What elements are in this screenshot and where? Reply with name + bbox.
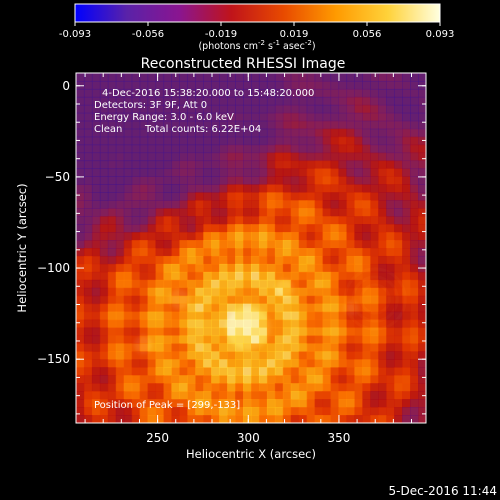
- info-counts: Total counts: 6.22E+04: [144, 124, 261, 135]
- info-time: 4-Dec-2016 15:38:20.000 to 15:48:20.000: [102, 88, 314, 99]
- colorbar-tick-label-4: 0.056: [353, 29, 382, 40]
- date-footer: 5-Dec-2016 11:44: [389, 484, 497, 498]
- colorbar-tick-label-2: -0.019: [205, 29, 237, 40]
- colorbar-unit-label: (photons cm-2 s-1 asec-2): [198, 39, 315, 52]
- colorbar-tick-label-5: 0.093: [426, 29, 455, 40]
- x-tick-label-0: 250: [146, 431, 169, 445]
- colorbar-tick-label-3: 0.019: [280, 29, 309, 40]
- x-tick-label-2: 350: [328, 431, 351, 445]
- x-tick-label-1: 300: [237, 431, 260, 445]
- chart-title: Reconstructed RHESSI Image: [141, 56, 346, 72]
- y-tick-label-0: 0: [62, 79, 70, 93]
- colorbar-ticks: [74, 22, 441, 26]
- info-method: Clean: [94, 124, 122, 135]
- y-tick-label-2: −100: [37, 261, 70, 275]
- y-tick-label-1: −50: [45, 170, 70, 184]
- x-axis: 250 300 350: [84, 73, 412, 445]
- colorbar-tick-label-0: -0.093: [59, 29, 91, 40]
- info-detectors: Detectors: 3F 9F, Att 0: [94, 100, 207, 111]
- x-axis-label: Heliocentric X (arcsec): [186, 447, 316, 461]
- y-tick-label-3: −150: [37, 352, 70, 366]
- info-peak: Position of Peak = [299,-133]: [94, 400, 240, 411]
- plot-frame: [75, 72, 427, 424]
- y-axis: 0 −50 −100 −150: [37, 79, 426, 415]
- colorbar-tick-label-1: -0.056: [132, 29, 164, 40]
- info-energy: Energy Range: 3.0 - 6.0 keV: [94, 112, 234, 123]
- heatmap-image: [76, 73, 426, 423]
- y-axis-label: Heliocentric Y (arcsec): [15, 183, 29, 312]
- colorbar: [74, 3, 441, 23]
